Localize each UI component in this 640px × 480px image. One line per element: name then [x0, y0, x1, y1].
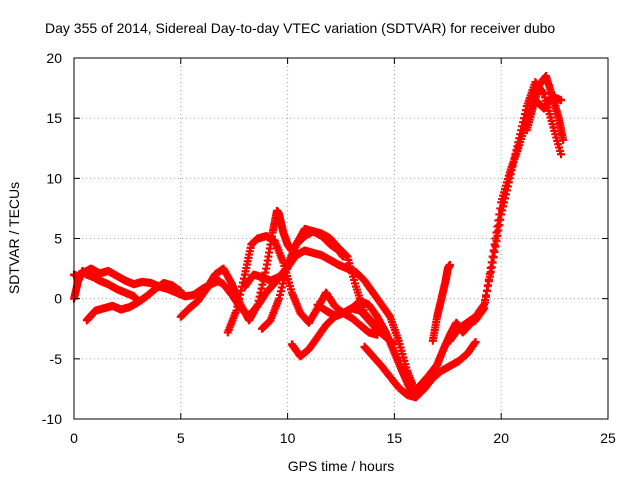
y-tick-label: 20 [46, 50, 62, 66]
data-point [445, 260, 454, 269]
y-tick-label: 0 [54, 291, 62, 307]
series-arc-11 [313, 300, 399, 349]
y-axis-label: SDTVAR / TECUs [6, 182, 22, 294]
data-point [557, 96, 566, 105]
data-point [557, 150, 566, 159]
series-arc-17 [522, 72, 568, 144]
series-arc-2 [70, 266, 143, 306]
chart-title: Day 355 of 2014, Sidereal Day-to-day VTE… [45, 20, 555, 36]
data-point [176, 287, 185, 296]
data-points [70, 72, 568, 402]
data-point [471, 337, 480, 346]
series-arc-10 [287, 309, 382, 361]
y-tick-label: 5 [54, 231, 62, 247]
x-tick-labels: 0 5 10 15 20 25 [70, 430, 616, 446]
x-tick-label: 0 [70, 430, 78, 446]
series-arc-14 [428, 260, 454, 345]
y-tick-label: 15 [46, 110, 62, 126]
x-tick-label: 5 [177, 430, 185, 446]
series-arc-16 [445, 312, 480, 345]
axis-ticks [73, 57, 609, 420]
x-tick-label: 15 [387, 430, 403, 446]
x-tick-label: 20 [493, 430, 509, 446]
data-point [390, 340, 399, 349]
series-arc-3 [82, 279, 185, 325]
data-point [471, 312, 480, 321]
y-tick-labels: -10 -5 0 5 10 15 20 [42, 50, 62, 427]
data-point [559, 135, 568, 144]
y-tick-label: -10 [42, 411, 62, 427]
y-tick-label: -5 [50, 351, 63, 367]
x-tick-label: 25 [600, 430, 616, 446]
grid-lines [74, 58, 608, 419]
x-axis-label: GPS time / hours [288, 458, 395, 474]
series-arc-13 [416, 78, 566, 390]
series-arc-12 [360, 337, 480, 402]
x-tick-label: 10 [280, 430, 296, 446]
y-tick-label: 10 [46, 170, 62, 186]
